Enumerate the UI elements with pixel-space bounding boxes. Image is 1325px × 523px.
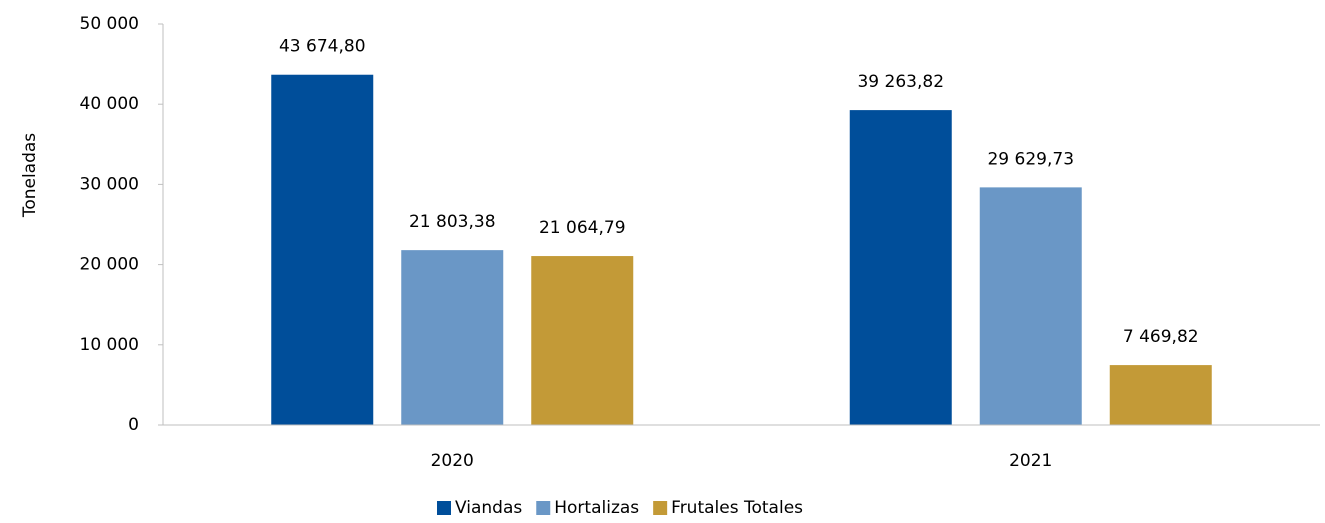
value-label: 43 674,80 [279,37,366,57]
value-label: 39 263,82 [857,72,944,92]
legend-label: Viandas [455,498,522,518]
value-label: 29 629,73 [987,149,1074,169]
x-tick-label: 2020 [431,451,474,471]
value-label: 21 803,38 [409,212,496,232]
y-axis-label: Toneladas [20,133,40,218]
x-tick-label: 2021 [1009,451,1052,471]
y-tick-label: 30 000 [80,174,139,194]
legend-label: Hortalizas [554,498,639,518]
bar [271,74,374,426]
bar [979,187,1082,425]
value-label: 21 064,79 [539,218,626,238]
y-tick-label: 20 000 [80,255,139,275]
bar [531,256,634,425]
y-tick-label: 10 000 [80,335,139,355]
legend-swatch [653,501,668,515]
y-tick-label: 0 [128,415,139,435]
value-label: 7 469,82 [1123,327,1199,347]
bar [1109,365,1212,425]
legend-label: Frutales Totales [671,498,803,518]
y-tick-label: 40 000 [80,94,139,114]
y-tick-label: 50 000 [80,14,139,34]
bar [849,110,952,426]
legend-swatch [536,501,551,515]
bar [401,250,504,425]
legend-swatch [437,501,451,515]
